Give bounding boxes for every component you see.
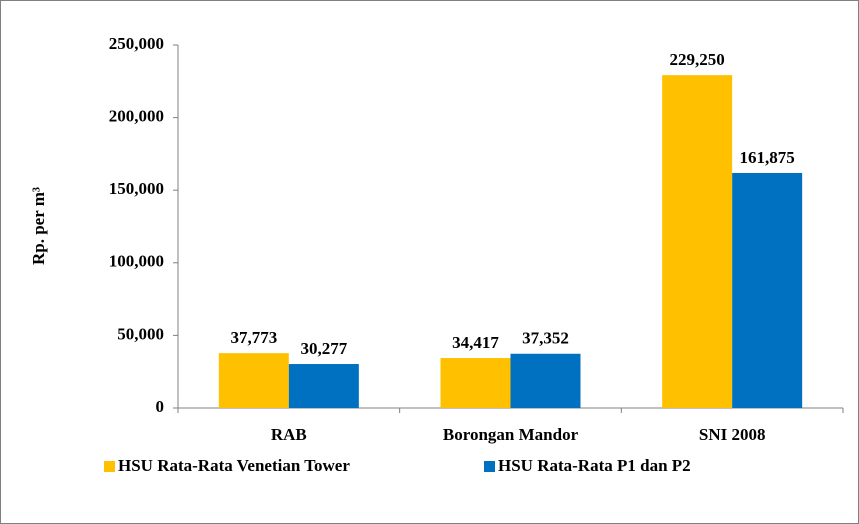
bar	[288, 364, 359, 408]
x-tick-label: Borongan Mandor	[443, 425, 579, 444]
legend-swatch	[104, 461, 115, 472]
x-tick-label: RAB	[271, 425, 307, 444]
bar	[218, 353, 289, 408]
value-label: 37,773	[230, 328, 277, 347]
y-axis-label: Rp. per m³	[29, 187, 48, 265]
y-tick-label: 200,000	[109, 107, 164, 126]
value-label: 30,277	[300, 339, 347, 358]
legend-label: HSU Rata-Rata P1 dan P2	[498, 456, 691, 475]
y-tick-label: 100,000	[109, 252, 164, 271]
bar	[662, 75, 733, 408]
value-label: 37,352	[522, 329, 569, 348]
y-tick-label: 0	[156, 397, 165, 416]
legend-swatch	[484, 461, 495, 472]
value-label: 34,417	[452, 333, 499, 352]
legend-label: HSU Rata-Rata Venetian Tower	[118, 456, 350, 475]
x-tick-label: SNI 2008	[699, 425, 766, 444]
value-label: 161,875	[740, 148, 795, 167]
y-tick-label: 50,000	[117, 324, 164, 343]
y-tick-label: 250,000	[109, 34, 164, 53]
y-tick-label: 150,000	[109, 179, 164, 198]
bar	[732, 172, 803, 408]
bar	[440, 358, 511, 408]
bar	[510, 353, 581, 408]
value-label: 229,250	[670, 50, 725, 69]
